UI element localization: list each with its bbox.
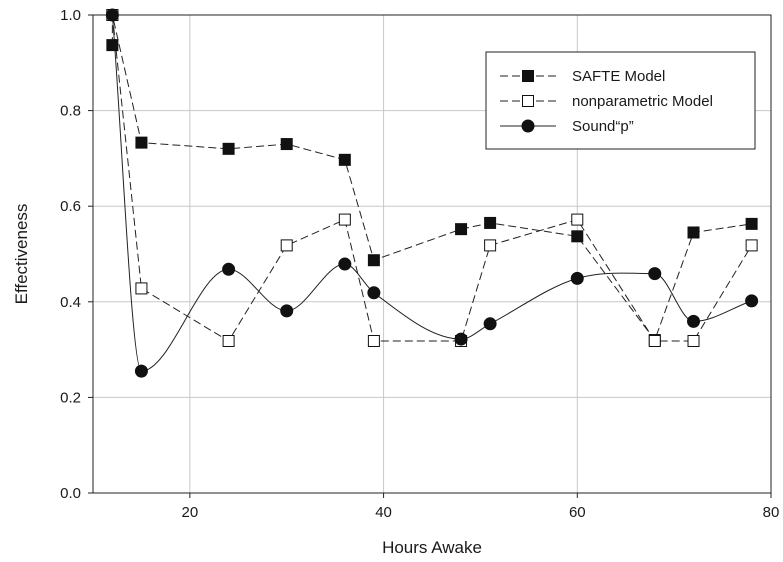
legend-item: SAFTE Model (500, 68, 665, 85)
data-point (338, 257, 352, 271)
data-point (648, 267, 662, 281)
x-tick-label: 20 (182, 504, 199, 521)
x-axis-title: Hours Awake (382, 538, 482, 557)
data-point (280, 239, 293, 252)
data-point (687, 334, 700, 347)
y-tick-label: 0.6 (60, 198, 81, 215)
data-point (222, 262, 236, 276)
data-point (105, 8, 119, 22)
data-point (484, 216, 497, 229)
data-point (455, 223, 468, 236)
series-line (111, 14, 753, 342)
data-point (745, 239, 758, 252)
data-point (135, 136, 148, 149)
series-layer (105, 8, 759, 378)
legend-item: nonparametric Model (500, 93, 713, 110)
data-point (745, 217, 758, 230)
data-point (338, 213, 351, 226)
y-tick-label: 0.8 (60, 103, 81, 120)
data-point (135, 282, 148, 295)
y-tick-label: 1.0 (60, 7, 81, 24)
data-point (687, 226, 700, 239)
data-point (454, 332, 468, 346)
data-point (367, 334, 380, 347)
legend-marker (521, 119, 535, 133)
ticks-layer: 20 40 60 80 0.0 0.2 0.4 0.6 0.8 1.0 (60, 7, 779, 521)
data-point (570, 271, 584, 285)
y-tick-label: 0.0 (60, 485, 81, 502)
data-point (571, 213, 584, 226)
data-point (687, 314, 701, 328)
data-point (106, 39, 119, 52)
legend-marker (522, 95, 534, 107)
plot-border (92, 14, 772, 494)
legend: SAFTE Model nonparametric Model Sound“p” (485, 51, 756, 150)
data-point (745, 294, 759, 308)
series-1 (111, 14, 753, 342)
legend-marker (522, 70, 534, 82)
data-point (134, 364, 148, 378)
y-tick-label: 0.2 (60, 389, 81, 406)
data-point (222, 334, 235, 347)
legend-label: nonparametric Model (572, 93, 713, 110)
x-tick-label: 40 (375, 504, 392, 521)
legend-label: SAFTE Model (572, 68, 665, 85)
data-point (338, 153, 351, 166)
data-point (484, 239, 497, 252)
y-tick-label: 0.4 (60, 294, 81, 311)
legend-item: Sound“p” (500, 118, 634, 135)
series-markers-2 (105, 8, 759, 378)
data-point (222, 142, 235, 155)
legend-label: Sound“p” (572, 118, 634, 135)
x-tick-label: 60 (569, 504, 586, 521)
data-point (367, 254, 380, 267)
data-point (648, 334, 661, 347)
data-point (571, 230, 584, 243)
data-point (280, 304, 294, 318)
plot-frame (92, 14, 772, 494)
data-point (367, 286, 381, 300)
y-axis-title: Effectiveness (12, 204, 31, 305)
data-point (280, 138, 293, 151)
x-tick-label: 80 (763, 504, 780, 521)
data-point (483, 317, 497, 331)
